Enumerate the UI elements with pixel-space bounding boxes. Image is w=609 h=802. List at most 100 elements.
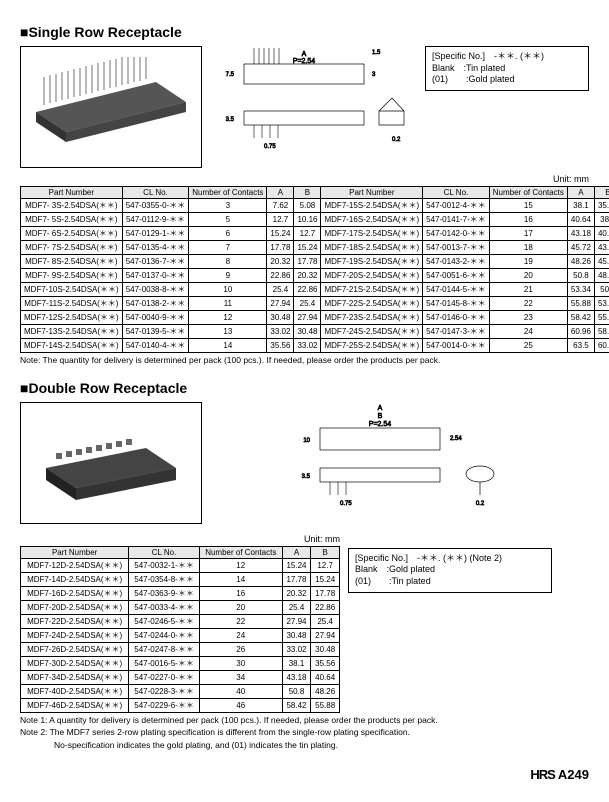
table-cell: 55.88 — [311, 698, 340, 712]
svg-text:2.54: 2.54 — [450, 436, 462, 442]
table-row: MDF7- 8S-2.54DSA(＊＊)547-0136-7-＊＊820.321… — [21, 255, 609, 269]
table-cell: 5.08 — [294, 199, 321, 213]
table-cell: 20.32 — [294, 269, 321, 283]
table-row: MDF7-10S-2.54DSA(＊＊)547-0038-8-＊＊1025.42… — [21, 283, 609, 297]
table-cell: 20.32 — [267, 255, 294, 269]
table-cell: 10 — [189, 283, 267, 297]
table-cell: 27.94 — [311, 628, 340, 642]
table-cell: 547-0129-1-＊＊ — [122, 227, 189, 241]
double-row-image — [20, 402, 202, 524]
table-cell: 547-0147-3-＊＊ — [423, 325, 490, 339]
table-row: MDF7-46D-2.54DSA(＊＊)547-0229-6-＊＊4658.42… — [21, 698, 340, 712]
table-row: MDF7- 5S-2.54DSA(＊＊)547-0112-9-＊＊512.710… — [21, 213, 609, 227]
table-cell: MDF7- 6S-2.54DSA(＊＊) — [21, 227, 123, 241]
table-cell: 9 — [189, 269, 267, 283]
table-cell: MDF7-16D-2.54DSA(＊＊) — [21, 586, 129, 600]
table-cell: 50.8 — [282, 684, 311, 698]
table-header: Number of Contacts — [189, 187, 267, 199]
table-cell: 7.62 — [267, 199, 294, 213]
table-cell: 38.1 — [594, 213, 609, 227]
table-row: MDF7-16D-2.54DSA(＊＊)547-0363-9-＊＊1620.32… — [21, 586, 340, 600]
spec-line: [Specific No.] -＊＊. (＊＊) — [432, 51, 582, 63]
table-cell: 60.96 — [567, 325, 594, 339]
svg-text:A: A — [377, 405, 382, 412]
table-cell: 547-0143-2-＊＊ — [423, 255, 490, 269]
table-cell: 30.48 — [282, 628, 311, 642]
table-row: MDF7-22D-2.54DSA(＊＊)547-0246-5-＊＊2227.94… — [21, 614, 340, 628]
table-cell: 34 — [199, 670, 282, 684]
table-header: Part Number — [21, 187, 123, 199]
table-row: MDF7-11S-2.54DSA(＊＊)547-0138-2-＊＊1127.94… — [21, 297, 609, 311]
unit-label-1: Unit: mm — [20, 174, 589, 184]
svg-text:B: B — [377, 413, 382, 420]
table-cell: 547-0141-7-＊＊ — [423, 213, 490, 227]
single-row-image — [20, 46, 202, 168]
table-cell: 25.4 — [282, 600, 311, 614]
table-cell: 21 — [489, 283, 567, 297]
table-cell: 55.88 — [594, 311, 609, 325]
table-cell: 33.02 — [267, 325, 294, 339]
table-cell: MDF7-25S-2.54DSA(＊＊) — [321, 339, 423, 353]
table-cell: 547-0140-4-＊＊ — [122, 339, 189, 353]
table-cell: 38.1 — [567, 199, 594, 213]
table-header: B — [594, 187, 609, 199]
table-header: Part Number — [21, 546, 129, 558]
table-cell: 19 — [489, 255, 567, 269]
table-cell: 20 — [199, 600, 282, 614]
table-cell: MDF7-26D-2.54DSA(＊＊) — [21, 642, 129, 656]
table-cell: 547-0138-2-＊＊ — [122, 297, 189, 311]
footer: HRS A249 — [20, 767, 589, 782]
table-row: MDF7-30D-2.54DSA(＊＊)547-0016-5-＊＊3038.13… — [21, 656, 340, 670]
section1-top: A P=2.54 1.5 3 7.5 3.5 0.75 — [20, 46, 589, 168]
table-cell: 547-0139-5-＊＊ — [122, 325, 189, 339]
table-row: MDF7-12S-2.54DSA(＊＊)547-0040-9-＊＊1230.48… — [21, 311, 609, 325]
spec-line: Blank :Tin plated — [432, 63, 582, 75]
table-cell: MDF7-24S-2.54DSA(＊＊) — [321, 325, 423, 339]
table-cell: MDF7-23S-2.54DSA(＊＊) — [321, 311, 423, 325]
table-cell: 20.32 — [282, 586, 311, 600]
table-row: MDF7-12D-2.54DSA(＊＊)547-0032-1-＊＊1215.24… — [21, 558, 340, 572]
table-header: Part Number — [321, 187, 423, 199]
table-cell: 547-0355-0-＊＊ — [122, 199, 189, 213]
svg-text:3.5: 3.5 — [225, 117, 234, 123]
table-cell: 48.26 — [594, 269, 609, 283]
table-row: MDF7-13S-2.54DSA(＊＊)547-0139-5-＊＊1333.02… — [21, 325, 609, 339]
table-cell: 547-0016-5-＊＊ — [129, 656, 200, 670]
table-row: MDF7- 6S-2.54DSA(＊＊)547-0129-1-＊＊615.241… — [21, 227, 609, 241]
spec-line: (01) :Tin plated — [355, 576, 545, 588]
table-cell: 24 — [199, 628, 282, 642]
svg-text:A: A — [301, 51, 306, 58]
table-header: CL No. — [423, 187, 490, 199]
table-cell: 547-0354-8-＊＊ — [129, 572, 200, 586]
table-header: Number of Contacts — [199, 546, 282, 558]
page-number: A249 — [558, 767, 589, 782]
table-cell: 10.16 — [294, 213, 321, 227]
table-header: A — [282, 546, 311, 558]
table-cell: 27.94 — [294, 311, 321, 325]
svg-text:0.75: 0.75 — [340, 501, 352, 507]
table-cell: 45.72 — [567, 241, 594, 255]
table-cell: 43.18 — [567, 227, 594, 241]
table-cell: MDF7-34D-2.54DSA(＊＊) — [21, 670, 129, 684]
table-cell: 15.24 — [294, 241, 321, 255]
table-cell: 15.24 — [282, 558, 311, 572]
svg-text:0.2: 0.2 — [392, 137, 401, 143]
table-cell: 11 — [189, 297, 267, 311]
table-cell: 547-0227-0-＊＊ — [129, 670, 200, 684]
table-cell: MDF7- 7S-2.54DSA(＊＊) — [21, 241, 123, 255]
table-cell: 30.48 — [311, 642, 340, 656]
table-cell: 46 — [199, 698, 282, 712]
table-row: MDF7-20D-2.54DSA(＊＊)547-0033-4-＊＊2025.42… — [21, 600, 340, 614]
table-header: B — [294, 187, 321, 199]
table-cell: 547-0135-4-＊＊ — [122, 241, 189, 255]
table-cell: MDF7-11S-2.54DSA(＊＊) — [21, 297, 123, 311]
table-cell: 35.56 — [311, 656, 340, 670]
section2-top: A B P=2.54 10 2.54 3.5 0.75 0.2 — [20, 402, 589, 524]
table-cell: 26 — [199, 642, 282, 656]
table-header: Number of Contacts — [489, 187, 567, 199]
table-cell: 5 — [189, 213, 267, 227]
svg-text:10: 10 — [303, 438, 310, 444]
svg-text:3.5: 3.5 — [301, 474, 310, 480]
table-cell: 60.96 — [594, 339, 609, 353]
table-cell: 35.56 — [267, 339, 294, 353]
